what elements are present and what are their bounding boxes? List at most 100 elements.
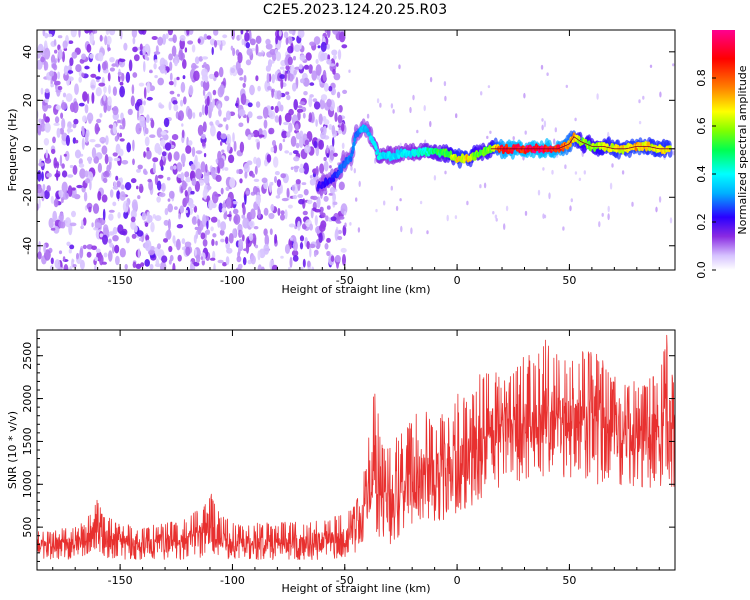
noise-blob	[147, 215, 153, 223]
noise-blob	[201, 74, 208, 82]
noise-blob	[219, 84, 225, 96]
noise-blob	[136, 168, 141, 173]
noise-blob	[239, 141, 245, 153]
noise-blob	[62, 40, 68, 49]
noise-blob	[328, 123, 333, 130]
noise-blob	[163, 117, 170, 128]
noise-blob	[655, 206, 658, 213]
noise-blob	[208, 73, 215, 79]
noise-blob	[140, 262, 145, 267]
noise-blob	[337, 235, 343, 241]
noise-blob	[65, 135, 70, 146]
noise-blob	[564, 164, 567, 169]
noise-blob	[466, 200, 469, 206]
spectrogram-panel: -150 -100 -50 0 50 -40 -20 0 20 40 Height of str…	[6, 29, 676, 296]
noise-blob	[329, 186, 336, 194]
noise-blob	[72, 264, 77, 268]
noise-blob	[50, 227, 56, 231]
noise-blob	[232, 132, 235, 143]
noise-blob	[103, 177, 108, 183]
noise-blob	[537, 189, 541, 196]
noise-blob	[245, 42, 250, 49]
noise-blob	[62, 51, 65, 63]
noise-blob	[337, 114, 343, 124]
noise-blob	[218, 66, 224, 78]
noise-blob	[337, 49, 342, 60]
noise-blob	[455, 113, 458, 119]
noise-blob	[120, 112, 124, 120]
colorbar-tick-label: 0.8	[695, 69, 708, 87]
noise-blob	[168, 101, 172, 111]
noise-blob	[271, 264, 278, 270]
noise-blob	[130, 209, 137, 220]
noise-blob	[86, 112, 94, 123]
noise-blob	[392, 109, 395, 114]
noise-blob	[203, 33, 208, 40]
noise-blob	[233, 215, 238, 224]
noise-blob	[108, 209, 115, 213]
noise-blob	[342, 225, 347, 236]
noise-blob	[446, 214, 449, 222]
noise-blob	[244, 194, 247, 205]
noise-blob	[638, 120, 642, 125]
noise-blob	[147, 178, 152, 183]
noise-blob	[197, 218, 201, 227]
noise-blob	[169, 61, 173, 71]
noise-blob	[659, 91, 662, 98]
noise-blob	[179, 205, 185, 214]
noise-blob	[251, 173, 255, 178]
noise-blob	[180, 52, 185, 61]
noise-blob	[292, 82, 297, 92]
noise-blob	[306, 241, 311, 250]
noise-blob	[74, 149, 82, 159]
noise-blob	[274, 115, 280, 123]
noise-blob	[243, 75, 247, 83]
noise-blob	[338, 181, 345, 191]
noise-blob	[216, 131, 222, 141]
noise-blob	[146, 81, 151, 94]
noise-blob	[79, 248, 84, 259]
y-tick-label: 500	[21, 517, 34, 538]
ridge-core	[339, 166, 343, 174]
noise-blob	[278, 114, 282, 126]
noise-blob	[444, 95, 447, 102]
noise-blob	[252, 129, 260, 138]
noise-blob	[419, 200, 423, 205]
noise-blob	[173, 165, 177, 170]
noise-blob	[188, 30, 194, 35]
noise-blob	[241, 214, 246, 219]
noise-blob	[611, 163, 614, 168]
noise-blob	[54, 259, 61, 269]
noise-blob	[237, 52, 243, 64]
noise-blob	[215, 119, 220, 126]
noise-blob	[188, 85, 194, 96]
y-tick-label: 2500	[21, 342, 34, 370]
noise-blob	[297, 30, 305, 39]
noise-blob	[323, 119, 330, 126]
noise-blob	[262, 106, 269, 119]
noise-blob	[208, 199, 214, 211]
noise-blob	[112, 122, 117, 135]
noise-blob	[185, 210, 188, 214]
noise-blob	[142, 47, 146, 56]
noise-blob	[325, 215, 329, 222]
noise-blob	[117, 71, 123, 76]
noise-blob	[124, 182, 132, 191]
noise-blob	[340, 247, 347, 253]
noise-blob	[329, 165, 332, 169]
noise-blob	[84, 178, 91, 184]
noise-blob	[181, 180, 187, 191]
noise-blob	[237, 263, 243, 269]
noise-blob	[130, 216, 136, 223]
noise-blob	[279, 66, 285, 70]
noise-blob	[53, 122, 60, 126]
noise-blob	[88, 158, 92, 165]
noise-blob	[429, 120, 432, 128]
noise-blob	[254, 244, 259, 249]
noise-blob	[298, 63, 303, 70]
noise-blob	[121, 72, 125, 82]
noise-blob	[190, 163, 196, 171]
noise-blob	[172, 235, 176, 244]
noise-blob	[119, 138, 125, 142]
noise-blob	[181, 123, 184, 127]
